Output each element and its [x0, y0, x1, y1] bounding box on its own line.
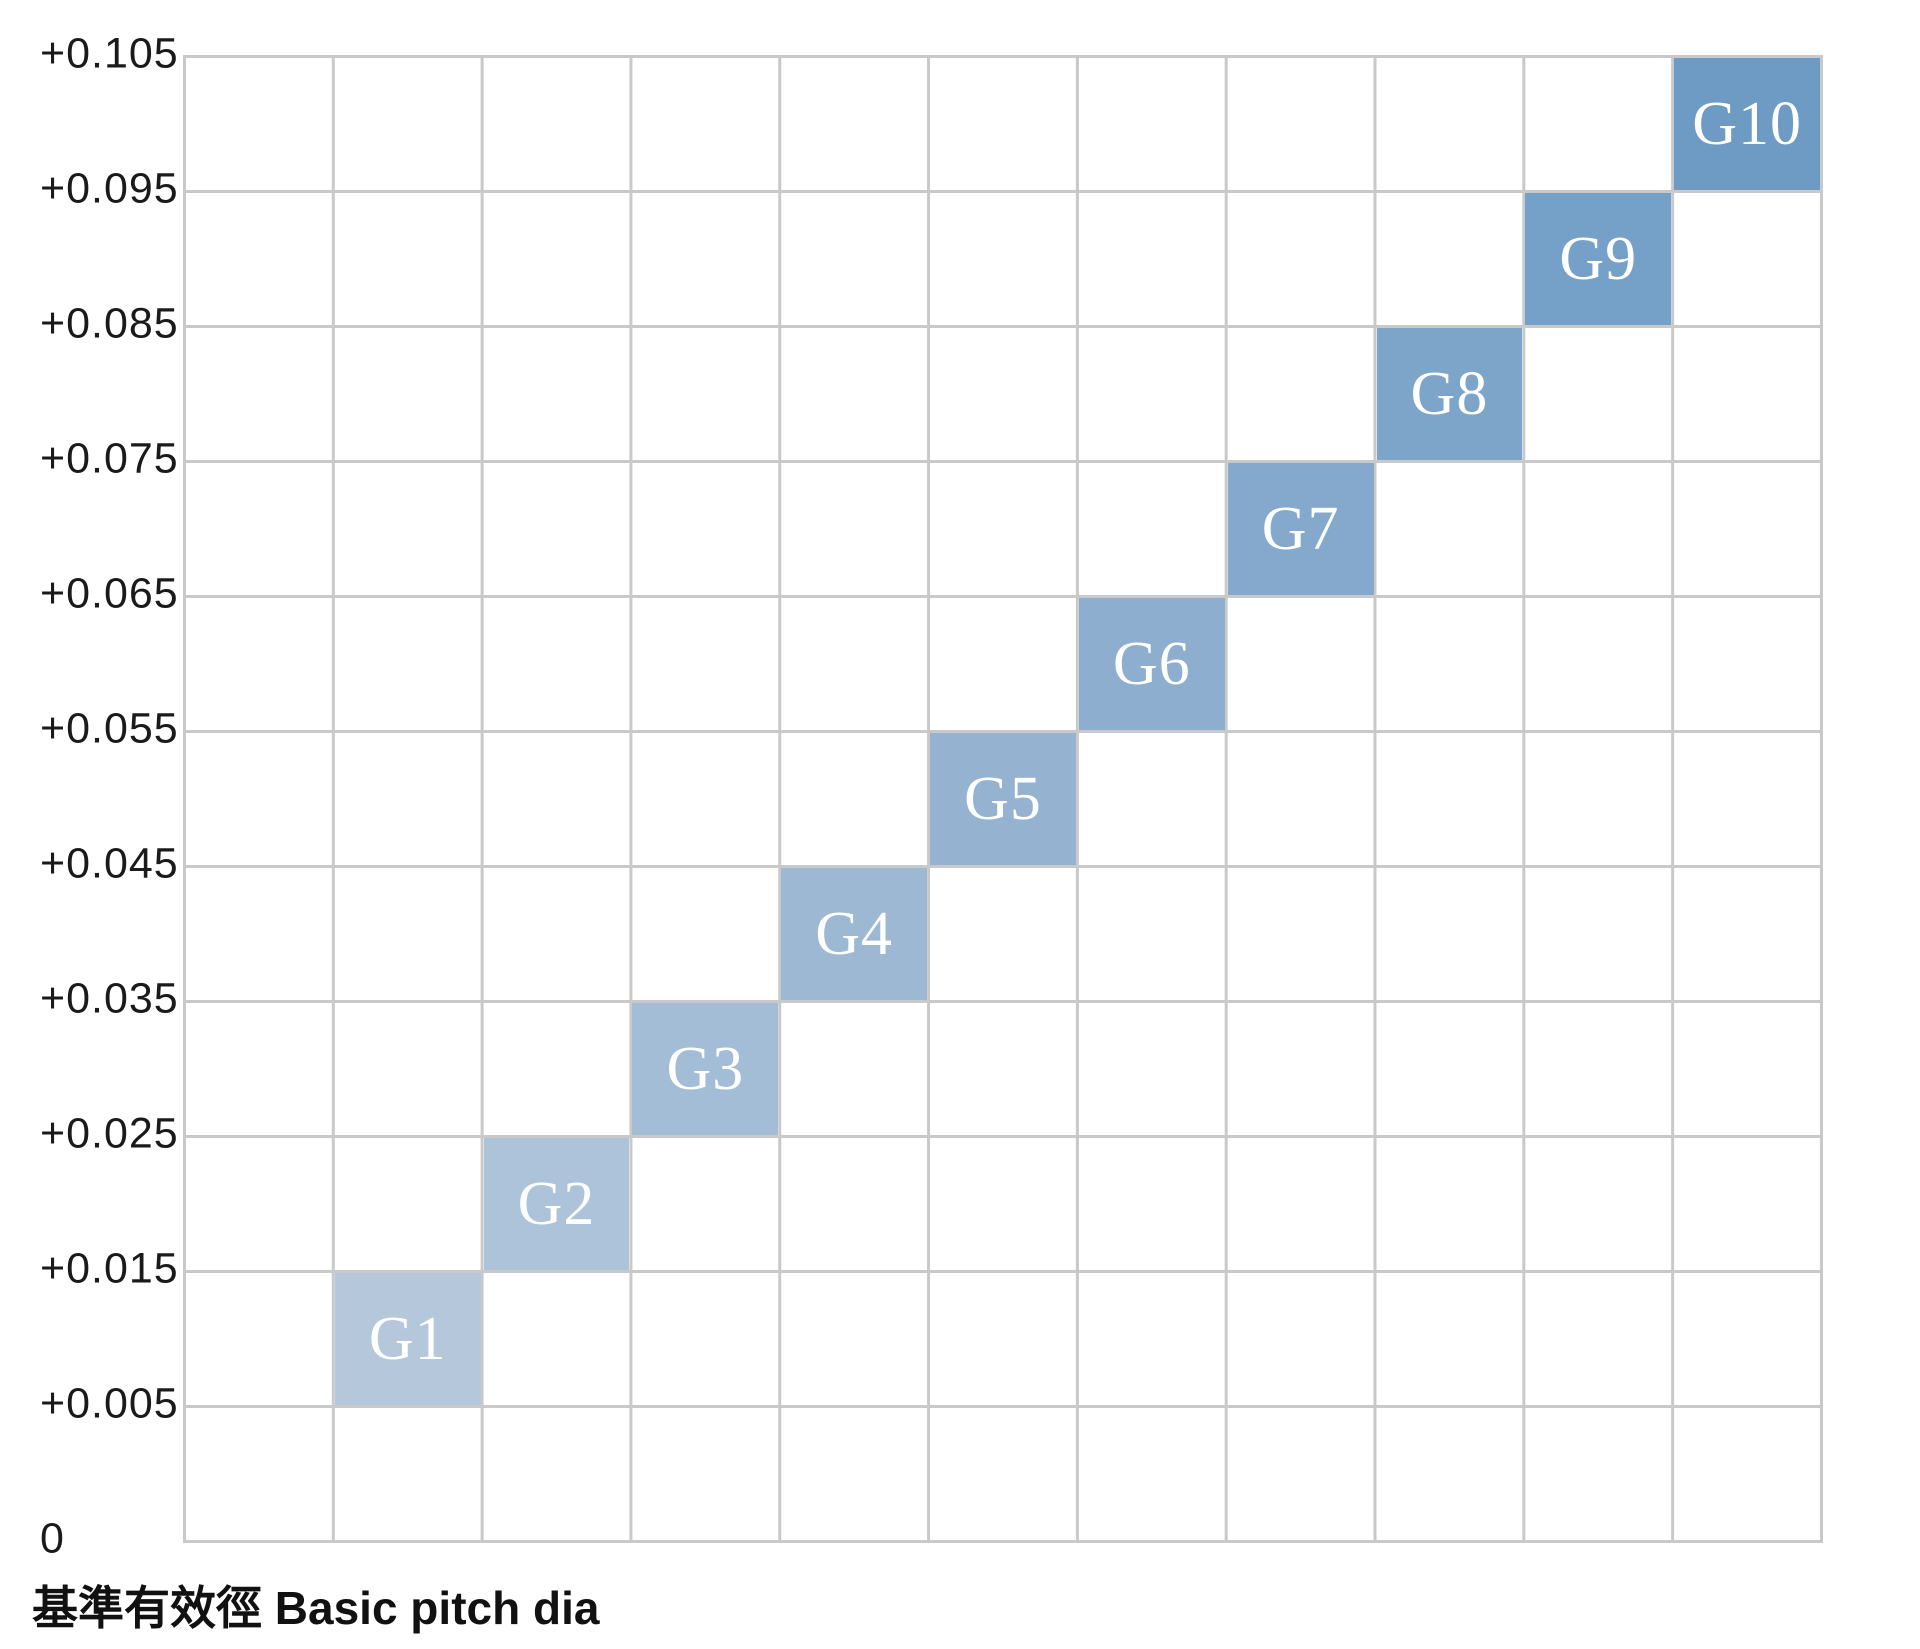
y-axis-tick-label: +0.105	[40, 29, 179, 78]
grade-box-g4: G4	[781, 868, 928, 1000]
grade-label: G1	[368, 1305, 447, 1373]
grade-label: G2	[517, 1170, 596, 1238]
grade-label: G6	[1112, 630, 1191, 698]
grade-box-g3: G3	[632, 1003, 779, 1135]
grade-box-g10: G10	[1674, 58, 1820, 190]
grade-box-g7: G7	[1227, 463, 1374, 595]
grade-box-g9: G9	[1525, 193, 1672, 325]
grade-box-g5: G5	[930, 733, 1076, 865]
grade-box-g1: G1	[334, 1273, 481, 1405]
x-axis-title: 基準有效徑 Basic pitch dia	[32, 1582, 600, 1634]
y-axis-tick-label: +0.035	[40, 974, 179, 1023]
grade-label: G3	[666, 1035, 745, 1103]
y-axis-tick-label: +0.045	[40, 839, 179, 888]
grade-box-g8: G8	[1376, 328, 1523, 460]
y-axis-tick-label: 0	[40, 1514, 65, 1563]
y-axis-tick-label: +0.095	[40, 164, 179, 213]
y-axis-tick-label: +0.055	[40, 704, 179, 753]
y-axis-tick-label: +0.005	[40, 1379, 179, 1428]
y-axis-tick-label: +0.065	[40, 569, 179, 618]
grade-label: G7	[1261, 495, 1340, 563]
grade-label: G5	[964, 765, 1042, 833]
plot-area: G1 G2 G3 G4 G5 G6 G7 G8 G9 G10	[183, 55, 1823, 1543]
grade-label: G9	[1559, 225, 1638, 293]
y-axis-tick-label: +0.015	[40, 1244, 179, 1293]
y-axis-tick-label: +0.085	[40, 299, 179, 348]
y-axis-tick-label: +0.075	[40, 434, 179, 483]
y-axis-tick-label: +0.025	[40, 1109, 179, 1158]
grade-label: G10	[1692, 90, 1802, 158]
grade-box-g2: G2	[483, 1138, 630, 1270]
grade-label: G8	[1410, 360, 1489, 428]
grade-box-g6: G6	[1078, 598, 1225, 730]
grade-label: G4	[815, 900, 894, 968]
